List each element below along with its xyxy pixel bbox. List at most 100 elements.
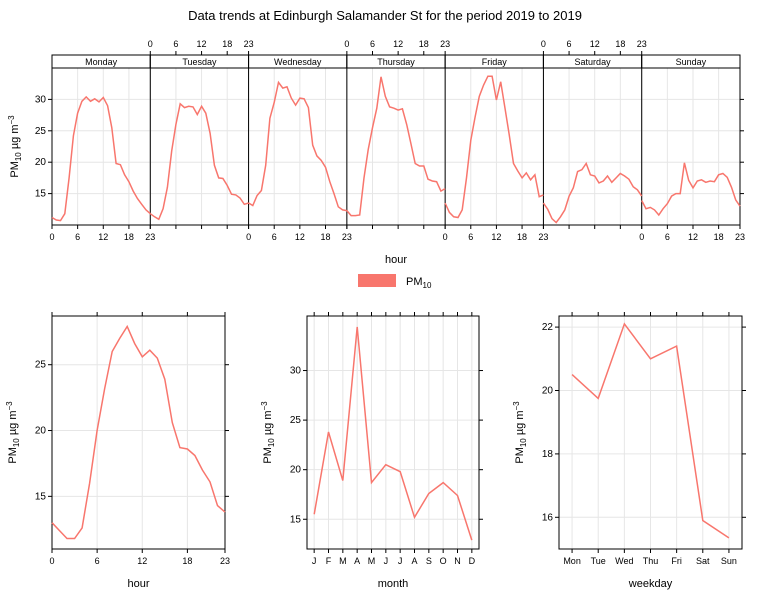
top-panel: Monday Tuesday Wednesday Thursday Friday Satu… (7, 39, 745, 266)
hour-panel: 0 6 12 18 23 15 20 25 hour PM10 µg m−3 (5, 312, 230, 590)
y-tick-label: 30 (290, 366, 302, 377)
x-tick-label: 0 (49, 232, 54, 242)
x-tick-label: 23 (342, 232, 352, 242)
day-strip-label: Friday (482, 57, 508, 67)
x-tick-label: N (454, 556, 461, 566)
day-series-line (248, 80, 348, 212)
day-strip-label: Tuesday (182, 57, 217, 67)
x-tick-label: Mon (563, 556, 581, 566)
day-strip-label: Wednesday (274, 57, 322, 67)
y-tick-label: 30 (35, 94, 47, 105)
x-tick-label: 0 (49, 556, 54, 566)
y-tick-label: 20 (542, 385, 554, 396)
legend: PM10 (358, 274, 432, 290)
y-tick-label: 15 (35, 189, 47, 200)
y-axis-label-sup: −3 (260, 401, 269, 411)
x-tick-label: 12 (590, 39, 600, 49)
x-tick-label: 0 (639, 232, 644, 242)
chart-title: Data trends at Edinburgh Salamander St f… (188, 8, 582, 23)
x-tick-label: 6 (370, 39, 375, 49)
x-axis-label: weekday (628, 578, 673, 590)
x-tick-label: 18 (222, 39, 232, 49)
y-axis-label-prefix: PM (262, 447, 274, 464)
series-line (51, 324, 226, 540)
x-tick-label: Sun (721, 556, 737, 566)
panel-frame (306, 315, 480, 550)
x-tick-label: 6 (75, 232, 80, 242)
x-tick-label: 12 (688, 232, 698, 242)
y-axis-label-prefix: PM (9, 161, 21, 178)
y-axis-label-unit: µg m (9, 124, 21, 152)
x-tick-label: Sat (696, 556, 710, 566)
y-axis-label-sup: −3 (512, 401, 521, 411)
x-tick-label: 6 (95, 556, 100, 566)
day-series-line (542, 161, 643, 224)
x-tick-label: 18 (124, 232, 134, 242)
x-tick-label: O (440, 556, 447, 566)
legend-swatch (358, 274, 396, 287)
x-tick-label: 6 (272, 232, 277, 242)
x-tick-label: Thu (643, 556, 659, 566)
series-line (571, 322, 730, 539)
y-axis-label-prefix: PM (514, 447, 526, 464)
x-tick-label: 23 (244, 39, 254, 49)
x-tick-label: 18 (419, 39, 429, 49)
x-tick-label: 6 (567, 39, 572, 49)
x-tick-label: 6 (468, 232, 473, 242)
y-tick-label: 15 (290, 514, 302, 525)
y-tick-label: 22 (542, 322, 554, 333)
y-tick-label: 16 (542, 512, 554, 523)
x-tick-label: 23 (637, 39, 647, 49)
x-tick-label: 0 (541, 39, 546, 49)
x-axis-label: hour (385, 254, 407, 266)
x-tick-label: 12 (137, 556, 147, 566)
legend-label: PM10 (406, 276, 432, 290)
x-tick-label: A (354, 556, 360, 566)
x-tick-label: S (426, 556, 432, 566)
series-line (313, 326, 473, 541)
day-strip-label: Thursday (377, 57, 415, 67)
y-tick-label: 18 (542, 449, 554, 460)
y-axis-label: PM10 µg m−3 (260, 401, 276, 464)
day-series-line (444, 75, 544, 219)
y-axis-label-sup: −3 (5, 401, 14, 411)
y-axis-label-sub: 10 (12, 438, 21, 447)
x-tick-label: 6 (665, 232, 670, 242)
x-tick-label: 0 (148, 39, 153, 49)
x-tick-label: 12 (98, 232, 108, 242)
day-series-line (149, 102, 249, 221)
x-tick-label: 23 (538, 232, 548, 242)
y-axis-label-sup: −3 (7, 115, 16, 125)
legend-label-sub: 10 (423, 281, 432, 290)
x-tick-label: 23 (440, 39, 450, 49)
y-tick-label: 20 (290, 465, 302, 476)
x-tick-label: 12 (491, 232, 501, 242)
day-series-line (51, 95, 151, 222)
panel-frame (51, 315, 226, 550)
y-axis-label-sub: 10 (519, 438, 528, 447)
x-tick-label: Tue (591, 556, 606, 566)
x-tick-label: 12 (197, 39, 207, 49)
x-tick-label: 0 (246, 232, 251, 242)
y-axis-label-unit: µg m (7, 410, 19, 438)
x-axis-label: month (378, 578, 409, 590)
day-strip-label: Saturday (575, 57, 612, 67)
x-tick-label: J (384, 556, 389, 566)
y-axis-label: PM10 µg m−3 (7, 115, 23, 178)
day-strip-label: Sunday (676, 57, 707, 67)
x-tick-label: D (469, 556, 476, 566)
x-tick-label: 18 (182, 556, 192, 566)
x-tick-label: 12 (295, 232, 305, 242)
y-axis-label-unit: µg m (262, 410, 274, 438)
y-tick-label: 15 (35, 491, 47, 502)
x-tick-label: 18 (615, 39, 625, 49)
y-axis-label-unit: µg m (514, 410, 526, 438)
x-tick-label: Fri (671, 556, 682, 566)
x-tick-label: M (339, 556, 347, 566)
x-tick-label: J (398, 556, 403, 566)
x-tick-label: J (312, 556, 317, 566)
y-tick-label: 25 (35, 126, 47, 137)
y-tick-label: 20 (35, 426, 47, 437)
